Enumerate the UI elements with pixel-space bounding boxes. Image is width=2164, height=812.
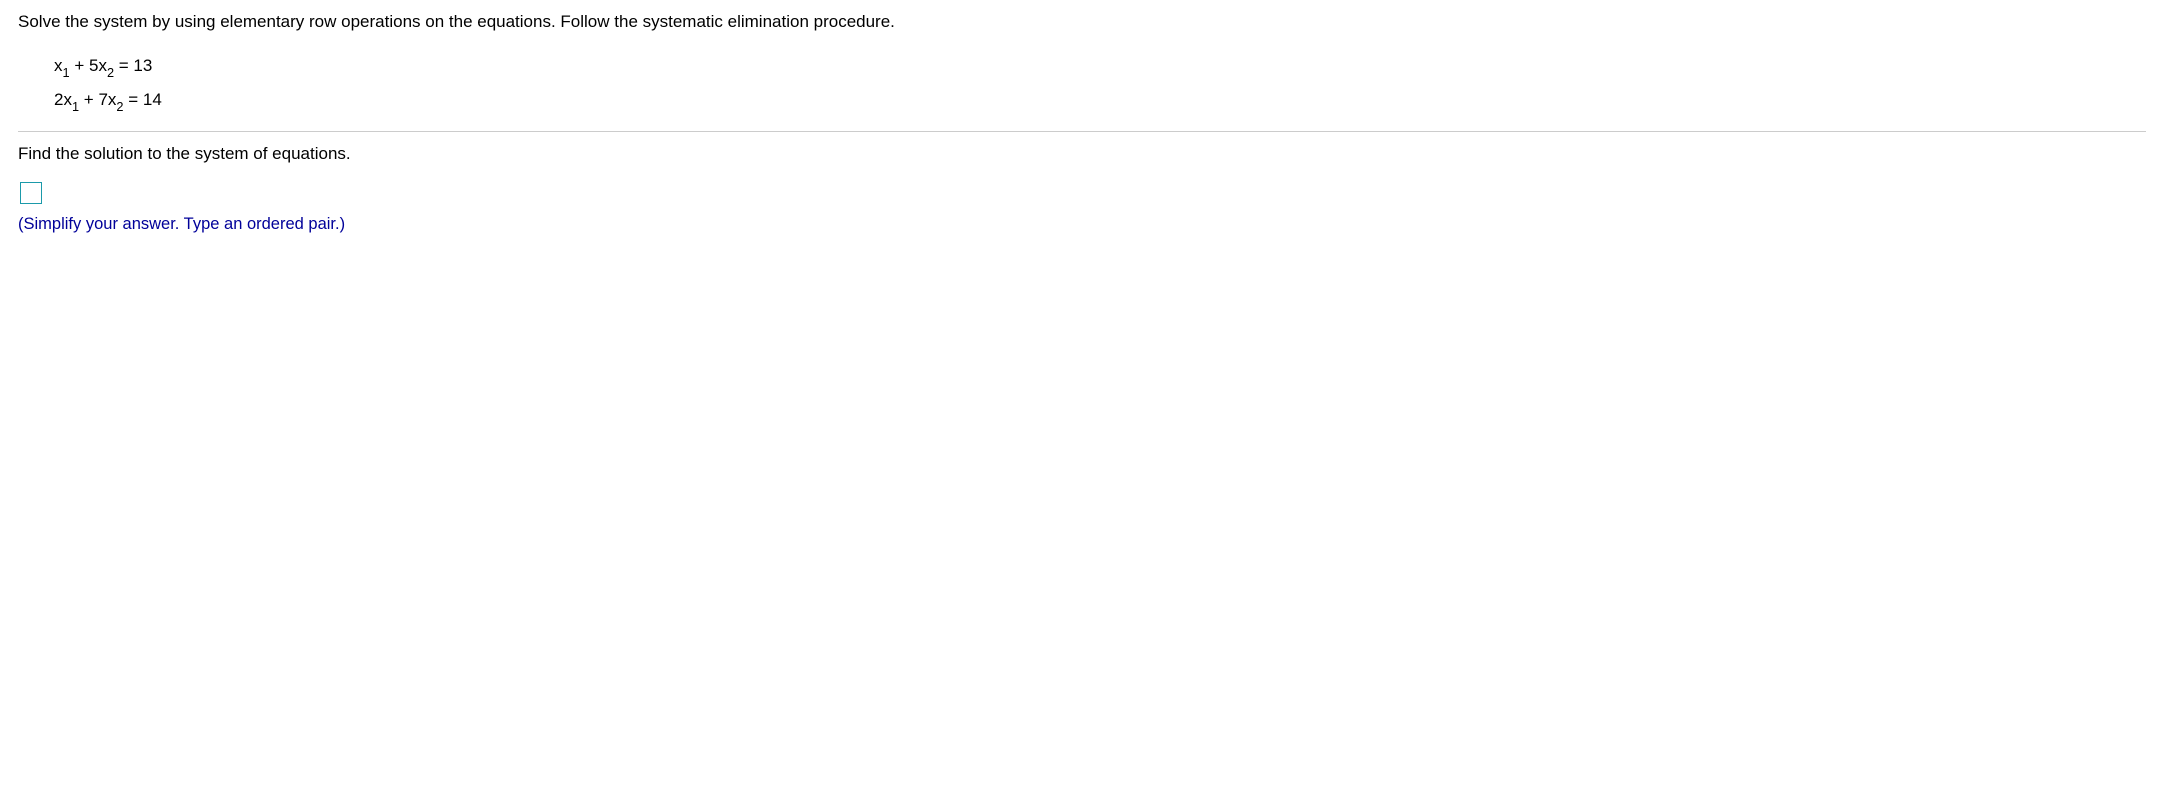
eq1-sub1: 1 xyxy=(63,65,70,80)
question-intro: Solve the system by using elementary row… xyxy=(18,12,2146,32)
eq1-op: + xyxy=(70,56,89,75)
eq2-coef2: 7 xyxy=(98,90,107,109)
eq2-sub2: 2 xyxy=(116,99,123,114)
eq2-var1: x xyxy=(63,90,72,109)
eq1-var1: x xyxy=(54,56,63,75)
eq2-op: + xyxy=(79,90,98,109)
eq2-sub1: 1 xyxy=(72,99,79,114)
solution-prompt: Find the solution to the system of equat… xyxy=(18,144,2146,164)
eq1-eq: = xyxy=(114,56,133,75)
equation-2: 2x1 + 7x2 = 14 xyxy=(54,84,2146,118)
answer-input[interactable] xyxy=(20,182,42,204)
eq1-rhs: 13 xyxy=(133,56,152,75)
divider xyxy=(18,131,2146,132)
answer-hint: (Simplify your answer. Type an ordered p… xyxy=(18,215,2146,234)
eq1-sub2: 2 xyxy=(107,65,114,80)
equations-block: x1 + 5x2 = 13 2x1 + 7x2 = 14 xyxy=(54,50,2146,117)
equation-1: x1 + 5x2 = 13 xyxy=(54,50,2146,84)
eq2-rhs: 14 xyxy=(143,90,162,109)
eq2-eq: = xyxy=(124,90,143,109)
eq1-var2: x xyxy=(98,56,107,75)
